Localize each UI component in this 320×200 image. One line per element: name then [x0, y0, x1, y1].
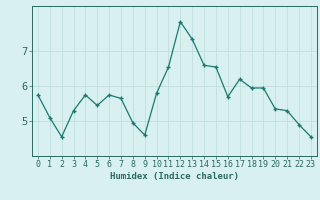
X-axis label: Humidex (Indice chaleur): Humidex (Indice chaleur)	[110, 172, 239, 181]
